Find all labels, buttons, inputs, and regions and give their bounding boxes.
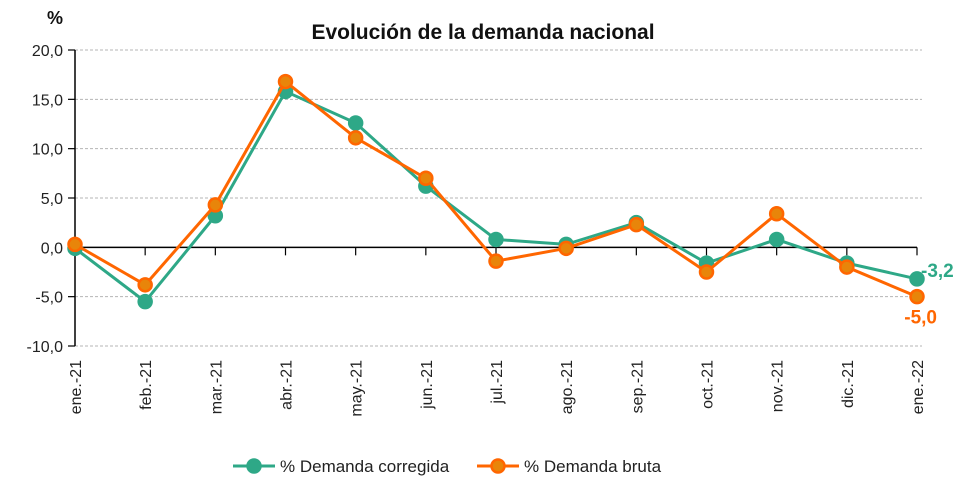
y-tick-label: 5,0 xyxy=(41,191,63,208)
legend-item: % Demanda corregida xyxy=(233,457,450,476)
gridlines xyxy=(75,49,922,347)
data-point xyxy=(347,130,364,146)
series-group: -3,2 -5,0 xyxy=(67,73,954,329)
x-tick-label: feb.-21 xyxy=(138,360,155,410)
data-point xyxy=(839,259,855,275)
legend-dot-marker xyxy=(490,458,506,474)
x-tick-label: jun.-21 xyxy=(419,360,436,410)
data-point xyxy=(137,277,153,293)
x-tick-label: may.-21 xyxy=(349,360,366,417)
y-tick-label: 15,0 xyxy=(32,92,63,109)
y-tick-label: 0,0 xyxy=(41,240,63,257)
y-axis: 20,0 15,0 10,0 5,0 0,0 -5,0 -10,0 xyxy=(27,43,76,356)
data-point xyxy=(67,236,83,253)
data-point xyxy=(488,253,504,269)
data-point xyxy=(277,73,294,90)
x-tick-label: ene.-22 xyxy=(910,360,927,414)
series-demanda-corregida: -3,2 xyxy=(67,83,954,310)
x-tick-label: nov.-21 xyxy=(770,360,787,412)
end-data-label: -5,0 xyxy=(904,308,937,329)
x-tick-label: oct.-21 xyxy=(700,360,717,409)
data-point xyxy=(909,271,925,287)
x-tick-label: dic.-21 xyxy=(840,360,857,408)
x-tick-label: jul.-21 xyxy=(489,360,506,405)
data-point xyxy=(628,216,645,233)
y-axis-unit-label: % xyxy=(47,8,63,28)
data-point xyxy=(909,288,925,305)
x-axis: ene.-21 feb.-21 mar.-21 abr.-21 may.-21 jun.-… xyxy=(68,246,927,417)
end-data-label: -3,2 xyxy=(921,261,954,282)
x-tick-label: ene.-21 xyxy=(68,360,85,414)
x-tick-label: ago.-21 xyxy=(559,360,576,414)
data-point xyxy=(768,231,785,248)
data-point xyxy=(488,231,504,248)
data-point xyxy=(207,197,224,213)
legend-dot-marker xyxy=(246,458,262,474)
legend: % Demanda corregida % Demanda bruta xyxy=(233,457,662,476)
legend-label: % Demanda bruta xyxy=(524,457,662,476)
data-point xyxy=(558,240,574,257)
x-tick-label: sep.-21 xyxy=(629,360,646,413)
y-tick-label: -5,0 xyxy=(35,290,63,307)
y-tick-label: -10,0 xyxy=(27,339,64,356)
data-point xyxy=(347,115,364,131)
data-point xyxy=(768,206,785,222)
chart-title: Evolución de la demanda nacional xyxy=(311,21,654,44)
data-point xyxy=(137,293,153,310)
legend-item: % Demanda bruta xyxy=(477,457,662,476)
series-line xyxy=(74,89,918,304)
y-tick-label: 20,0 xyxy=(32,43,63,60)
legend-label: % Demanda corregida xyxy=(280,457,450,476)
x-tick-label: mar.-21 xyxy=(208,360,225,414)
data-point xyxy=(418,170,434,187)
data-point xyxy=(698,264,715,280)
y-tick-label: 10,0 xyxy=(32,142,63,159)
series-demanda-bruta: -5,0 xyxy=(67,73,937,329)
x-tick-label: abr.-21 xyxy=(279,360,296,410)
